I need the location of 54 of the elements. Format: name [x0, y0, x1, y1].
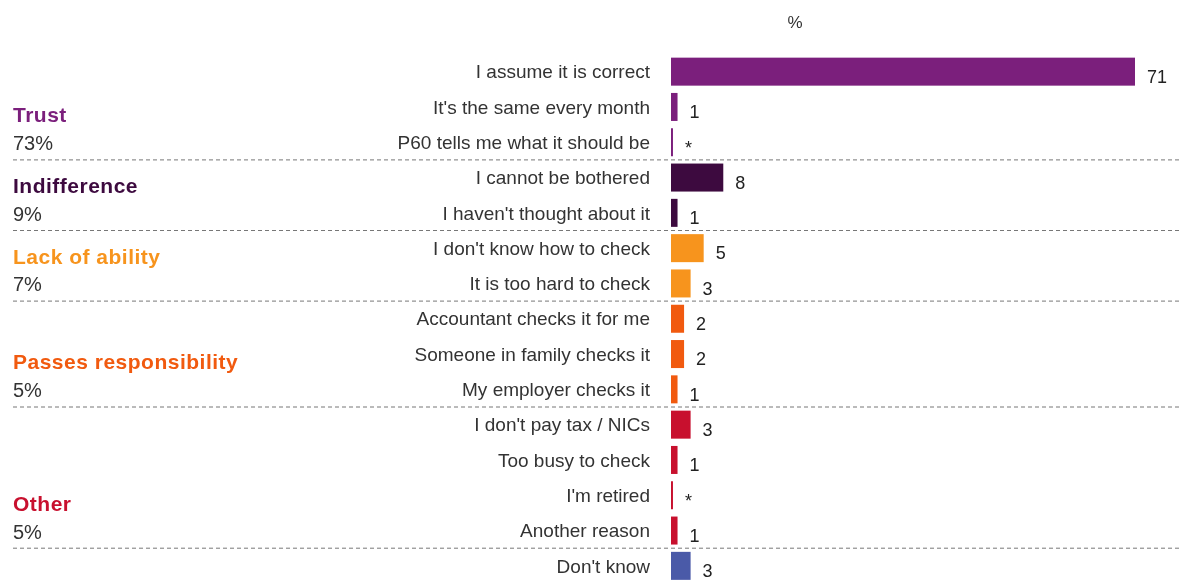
y-tick-label: It is too hard to check — [469, 273, 651, 295]
data-label: * — [684, 137, 692, 158]
y-tick-label: Another reason — [520, 520, 650, 542]
bar — [671, 163, 724, 192]
y-tick-label: Don't know — [556, 555, 651, 577]
text: Passes responsibility — [13, 350, 239, 374]
y-tick-label: My employer checks it — [462, 379, 651, 400]
y-tick-label: Someone in family checks it — [414, 343, 651, 365]
data-label: 3 — [702, 561, 713, 581]
text: 5% — [13, 520, 43, 543]
y-tick-label: I haven't thought about it — [442, 202, 651, 224]
y-tick-label: Too busy to check — [497, 449, 651, 471]
y-tick-label: I'm retired — [566, 484, 650, 506]
text: Lack of ability — [13, 244, 161, 268]
data-label: * — [684, 490, 692, 511]
text: Indifference — [13, 173, 139, 197]
text: 9% — [13, 202, 43, 225]
text: Other — [13, 491, 72, 515]
data-label: 1 — [689, 525, 700, 546]
y-tick-label: P60 tells me what it should be — [397, 131, 650, 153]
data-label: 8 — [735, 172, 746, 193]
bar — [671, 92, 678, 121]
data-label: 2 — [696, 314, 707, 335]
bar — [671, 445, 678, 474]
data-label: 5 — [715, 243, 726, 264]
bar — [671, 304, 685, 333]
data-label: 1 — [689, 208, 700, 229]
y-tick-label: I don't know how to check — [433, 237, 651, 259]
data-label: 1 — [689, 455, 700, 476]
data-label: 3 — [702, 278, 713, 299]
bar — [671, 198, 678, 227]
data-label: 2 — [696, 349, 707, 370]
text: 7% — [13, 273, 43, 296]
bar — [671, 340, 685, 369]
text: Trust — [13, 103, 67, 127]
bar — [671, 410, 691, 439]
bar — [671, 234, 704, 263]
y-tick-label: Accountant checks it for me — [416, 308, 650, 330]
bar — [671, 375, 678, 404]
bar — [671, 57, 1135, 86]
y-tick-label: I assume it is correct — [475, 61, 651, 83]
y-tick-label: It's the same every month — [433, 96, 650, 118]
text: 73% — [13, 132, 54, 155]
text: 5% — [13, 379, 43, 402]
data-label: 1 — [689, 102, 700, 123]
y-tick-label: I don't pay tax / NICs — [474, 414, 650, 436]
y-tick-label: I cannot be bothered — [475, 167, 650, 189]
bar — [671, 516, 678, 545]
data-label: 3 — [702, 419, 713, 440]
data-label: 1 — [689, 384, 700, 405]
x-axis-title: % — [787, 13, 803, 32]
data-label: 71 — [1147, 66, 1168, 87]
bar — [671, 551, 691, 580]
bar — [671, 269, 691, 298]
